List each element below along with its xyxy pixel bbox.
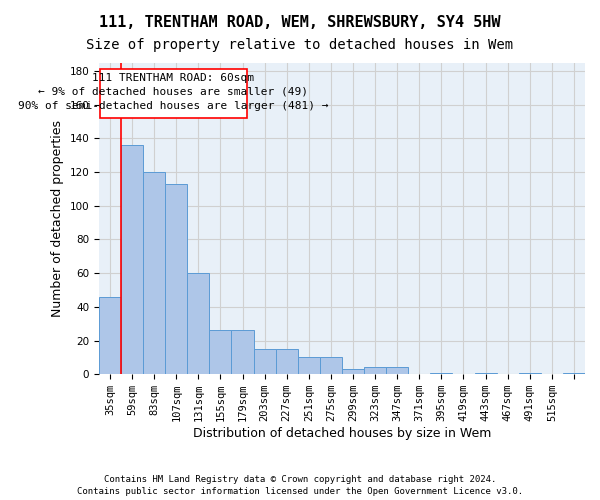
Bar — [563, 372, 585, 374]
Text: Contains public sector information licensed under the Open Government Licence v3: Contains public sector information licen… — [77, 487, 523, 496]
Text: Contains HM Land Registry data © Crown copyright and database right 2024.: Contains HM Land Registry data © Crown c… — [104, 475, 496, 484]
Y-axis label: Number of detached properties: Number of detached properties — [51, 120, 64, 317]
Bar — [254, 349, 275, 374]
Bar — [209, 330, 232, 374]
Text: 111 TRENTHAM ROAD: 60sqm: 111 TRENTHAM ROAD: 60sqm — [92, 72, 254, 83]
Text: 90% of semi-detached houses are larger (481) →: 90% of semi-detached houses are larger (… — [18, 102, 329, 112]
Bar — [320, 358, 342, 374]
Bar — [475, 372, 497, 374]
Text: ← 9% of detached houses are smaller (49): ← 9% of detached houses are smaller (49) — [38, 86, 308, 96]
Text: Size of property relative to detached houses in Wem: Size of property relative to detached ho… — [86, 38, 514, 52]
FancyBboxPatch shape — [100, 69, 247, 118]
Bar — [298, 358, 320, 374]
X-axis label: Distribution of detached houses by size in Wem: Distribution of detached houses by size … — [193, 427, 491, 440]
Bar — [386, 368, 408, 374]
Bar — [143, 172, 165, 374]
Bar — [275, 349, 298, 374]
Bar — [364, 368, 386, 374]
Bar — [430, 372, 452, 374]
Bar — [121, 145, 143, 374]
Text: 111, TRENTHAM ROAD, WEM, SHREWSBURY, SY4 5HW: 111, TRENTHAM ROAD, WEM, SHREWSBURY, SY4… — [99, 15, 501, 30]
Bar — [519, 372, 541, 374]
Bar — [187, 273, 209, 374]
Bar — [165, 184, 187, 374]
Bar — [99, 296, 121, 374]
Bar — [232, 330, 254, 374]
Bar — [342, 369, 364, 374]
